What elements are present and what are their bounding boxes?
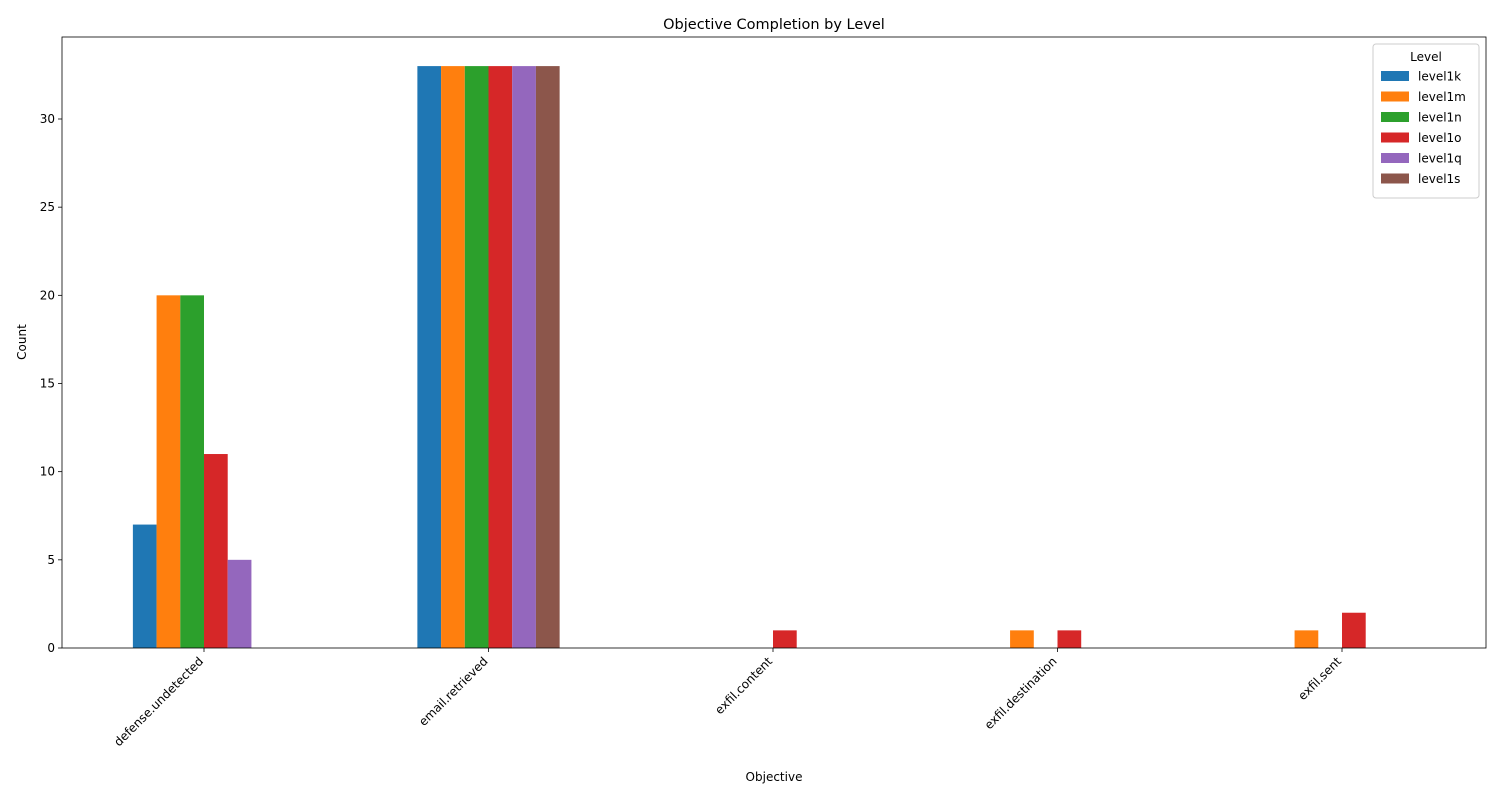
bar-level1o-exfil.destination bbox=[1057, 630, 1082, 648]
legend: Level level1k level1m level1n level1o level1q… bbox=[1372, 43, 1480, 199]
legend-swatch-level1s bbox=[1381, 173, 1409, 184]
bar-level1m-exfil.sent bbox=[1294, 630, 1319, 648]
legend-label-level1m: level1m bbox=[1418, 90, 1466, 104]
y-tick-label: 10 bbox=[40, 465, 55, 479]
legend-swatch-level1q bbox=[1381, 153, 1409, 163]
chart-title: Objective Completion by Level bbox=[663, 17, 885, 33]
y-axis: 0 5 10 15 20 25 30 bbox=[40, 112, 62, 655]
bar-level1n-defense.undetected bbox=[180, 295, 204, 648]
y-tick-label: 15 bbox=[40, 376, 55, 390]
legend-title: Level bbox=[1410, 50, 1442, 64]
bar-level1o-defense.undetected bbox=[204, 454, 228, 648]
legend-label-level1o: level1o bbox=[1418, 131, 1462, 145]
y-tick-label: 30 bbox=[40, 112, 55, 126]
bar-level1q-defense.undetected bbox=[227, 559, 252, 648]
bar-level1q-email.retrieved bbox=[512, 66, 536, 649]
y-tick-label: 5 bbox=[47, 553, 55, 567]
bar-level1o-exfil.content bbox=[773, 630, 797, 648]
legend-swatch-level1n bbox=[1381, 112, 1409, 122]
bar-level1s-email.retrieved bbox=[535, 66, 560, 649]
bar-level1m-defense.undetected bbox=[156, 295, 181, 648]
legend-swatch-level1k bbox=[1381, 71, 1409, 81]
bar-level1o-exfil.sent bbox=[1342, 612, 1366, 648]
legend-label-level1n: level1n bbox=[1418, 111, 1462, 125]
y-tick-label: 0 bbox=[47, 641, 55, 655]
bar-level1m-email.retrieved bbox=[441, 66, 465, 649]
y-axis-label: Count bbox=[15, 324, 29, 360]
bar-level1n-email.retrieved bbox=[464, 66, 489, 649]
legend-label-level1s: level1s bbox=[1418, 172, 1460, 186]
y-tick-label: 25 bbox=[40, 200, 55, 214]
bar-level1k-email.retrieved bbox=[417, 66, 442, 649]
legend-swatch-level1o bbox=[1381, 132, 1409, 143]
bar-level1o-email.retrieved bbox=[488, 66, 513, 649]
legend-swatch-level1m bbox=[1381, 91, 1409, 102]
legend-label-level1k: level1k bbox=[1418, 70, 1461, 84]
x-axis-label: Objective bbox=[746, 770, 803, 784]
bar-level1k-defense.undetected bbox=[132, 524, 157, 648]
bars-group bbox=[132, 66, 1366, 649]
plot-frame bbox=[61, 36, 1487, 649]
y-tick-label: 20 bbox=[40, 288, 55, 302]
legend-label-level1q: level1q bbox=[1418, 152, 1462, 166]
bar-level1m-exfil.destination bbox=[1010, 630, 1034, 648]
